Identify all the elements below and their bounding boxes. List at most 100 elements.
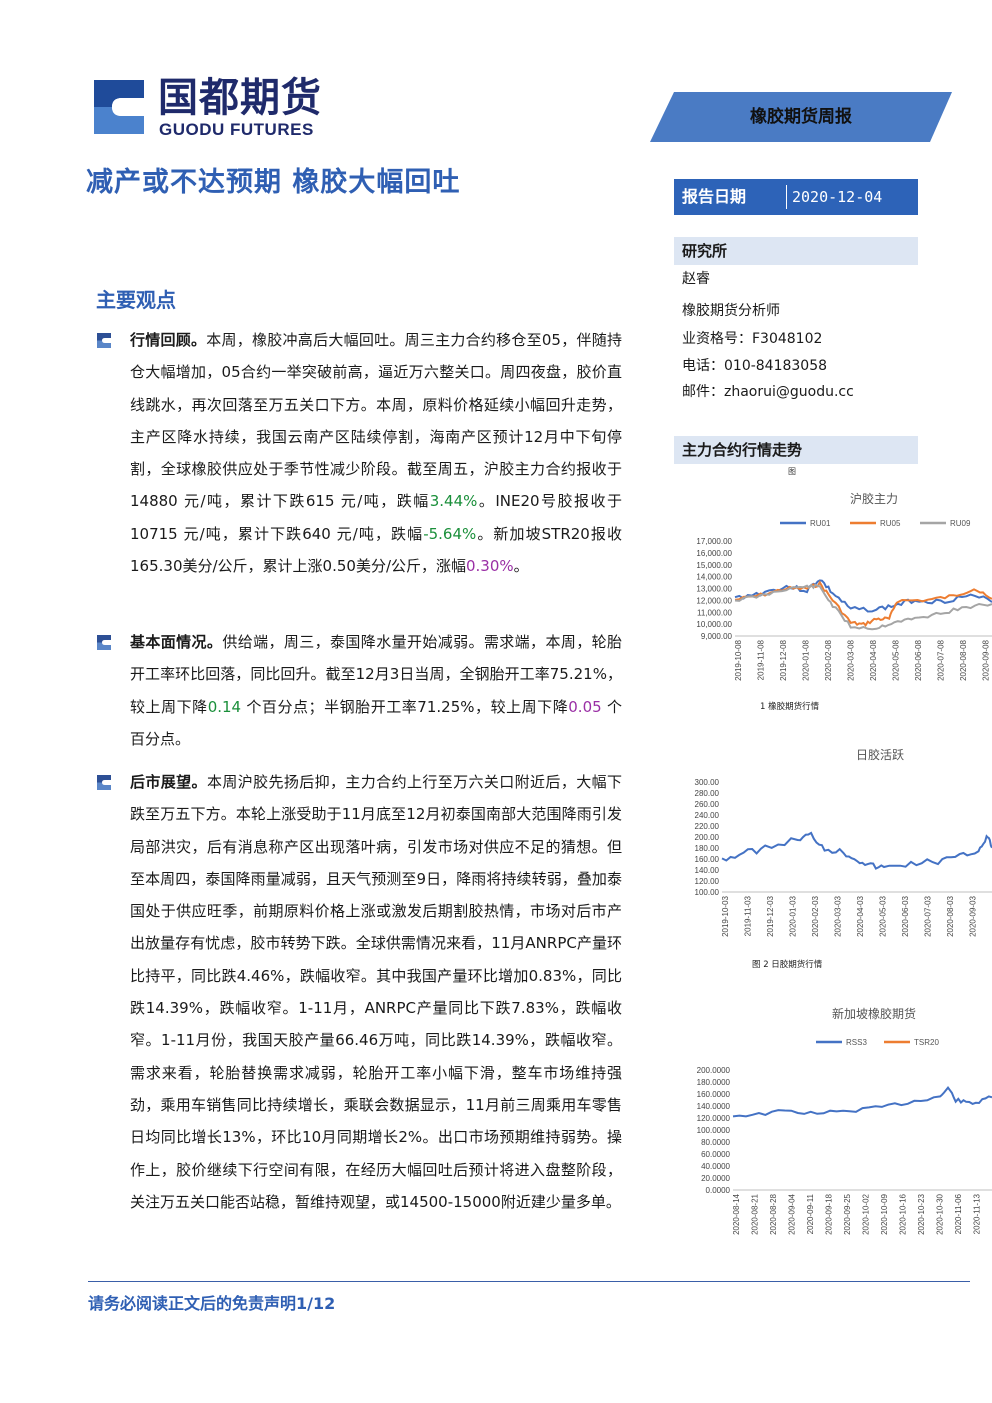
y-tick-label: 100.0000 bbox=[697, 1126, 731, 1135]
x-tick-label: 2020-09-11 bbox=[806, 1193, 815, 1234]
x-tick-label: 2020-02-08 bbox=[824, 639, 833, 680]
paragraph-lead: 基本面情况。 bbox=[130, 633, 223, 651]
analyst-role: 橡胶期货分析师 bbox=[682, 303, 780, 319]
chart-title: 新加坡橡胶期货 bbox=[832, 1007, 917, 1021]
y-tick-label: 15,000.00 bbox=[696, 561, 732, 570]
chart-sgx-rubber: 新加坡橡胶期货 RSS3 TSR20 200.0000 180.0000 160.000… bbox=[680, 998, 992, 1258]
legend-label: TSR20 bbox=[914, 1038, 939, 1047]
x-tick-label: 2020-09-08 bbox=[982, 639, 991, 680]
x-tick-label: 2020-03-08 bbox=[847, 639, 856, 680]
y-tick-label: 10,000.00 bbox=[696, 620, 732, 629]
company-name-cn: 国都期货 bbox=[158, 75, 322, 121]
chart-svg: RSS3 TSR20 200.0000 180.0000 160.0000 140.000… bbox=[697, 1038, 992, 1235]
paragraph-fragment: 个百分点。 bbox=[130, 697, 622, 748]
section-title: 主要观点 bbox=[96, 288, 176, 312]
company-logo: 国都期货 GUODU FUTURES bbox=[88, 76, 338, 140]
y-tick-label: 160.00 bbox=[695, 855, 720, 864]
x-tick-label: 2020-08-28 bbox=[769, 1193, 778, 1234]
chart-section-header: 主力合约行情走势 bbox=[674, 436, 918, 464]
bullet-icon bbox=[97, 333, 111, 348]
chart-caption: 图 2 日胶期货行情 bbox=[752, 960, 823, 970]
chart-svg: RU01 RU05 RU09 17,000.00 16,000.00 15,000.00 1… bbox=[696, 519, 992, 681]
x-tick-label: 2020-01-03 bbox=[789, 895, 798, 936]
legend-label: RSS3 bbox=[846, 1038, 867, 1047]
research-title: 研究所 bbox=[682, 242, 728, 260]
y-tick-label: 100.00 bbox=[695, 888, 720, 897]
x-tick-label: 2020-08-21 bbox=[751, 1193, 760, 1234]
series-line bbox=[732, 1085, 992, 1118]
company-name-en: GUODU FUTURES bbox=[159, 120, 314, 139]
series-line bbox=[721, 831, 992, 870]
x-tick-label: 2020-09-03 bbox=[969, 895, 978, 936]
y-tick-label: 180.00 bbox=[695, 844, 720, 853]
y-tick-label: 40.0000 bbox=[701, 1162, 730, 1171]
legend-label: RU05 bbox=[880, 519, 901, 528]
x-tick-label: 2019-11-03 bbox=[744, 895, 753, 936]
x-tick-label: 2020-10-02 bbox=[862, 1193, 871, 1234]
x-tick-label: 2020-02-03 bbox=[811, 895, 820, 936]
x-tick-label: 2019-12-08 bbox=[779, 639, 788, 680]
y-tick-label: 14,000.00 bbox=[696, 573, 732, 582]
series-line bbox=[734, 580, 992, 627]
y-tick-label: 140.00 bbox=[695, 866, 720, 875]
footer-rule bbox=[88, 1281, 970, 1282]
paragraph-fragment: 。 bbox=[513, 557, 529, 576]
series-line bbox=[734, 583, 992, 631]
y-tick-label: 120.0000 bbox=[697, 1114, 731, 1123]
x-tick-label: 2020-08-14 bbox=[732, 1193, 741, 1234]
paragraph-fragment: 供给端，周三，泰国降水量开始减弱。需求端，本周，轮胎开工率环比回落，同比回升。截… bbox=[130, 633, 622, 716]
x-tick-label: 2020-08-03 bbox=[946, 895, 955, 936]
y-tick-label: 180.0000 bbox=[697, 1078, 731, 1087]
legend-label: RU09 bbox=[950, 519, 971, 528]
x-tick-label: 2020-07-08 bbox=[937, 639, 946, 680]
y-tick-label: 160.0000 bbox=[697, 1090, 731, 1099]
x-tick-label: 2020-09-25 bbox=[843, 1193, 852, 1234]
footer-disclaimer: 请务必阅读正文后的免责声明1/12 bbox=[88, 1294, 336, 1313]
y-tick-label: 17,000.00 bbox=[696, 537, 732, 546]
bullet-icon bbox=[97, 775, 111, 790]
analyst-name: 赵睿 bbox=[682, 271, 710, 287]
y-tick-label: 60.0000 bbox=[701, 1150, 730, 1159]
x-tick-label: 2020-01-08 bbox=[802, 639, 811, 680]
report-type-banner: 橡胶期货周报 bbox=[650, 92, 952, 142]
y-tick-label: 220.00 bbox=[695, 822, 720, 831]
x-tick-label: 2020-07-03 bbox=[924, 895, 933, 936]
x-tick-label: 2020-09-18 bbox=[825, 1193, 834, 1234]
analyst-phone: 电话：010-84183058 bbox=[682, 358, 828, 374]
paragraph-text: 后市展望。本周沪胶先扬后抑，主力合约上行至万六关口附近后，大幅下跌至万五下方。本… bbox=[130, 766, 622, 1218]
paragraph-fragment: 个百分点；半钢胎开工率71.25%，较上周下降 bbox=[241, 697, 569, 716]
paragraph-lead: 后市展望。 bbox=[130, 773, 207, 791]
y-tick-label: 16,000.00 bbox=[696, 549, 732, 558]
x-tick-label: 2020-05-03 bbox=[879, 895, 888, 936]
x-tick-label: 2020-05-08 bbox=[892, 639, 901, 680]
x-tick-label: 2020-10-23 bbox=[917, 1193, 926, 1234]
highlight-value: 0.14 bbox=[207, 697, 242, 716]
y-tick-label: 120.00 bbox=[695, 877, 720, 886]
chart-title: 沪胶主力 bbox=[850, 492, 899, 506]
paragraph-text: 行情回顾。本周，橡胶冲高后大幅回吐。周三主力合约移仓至05，伴随持仓大幅增加，0… bbox=[130, 324, 622, 582]
paragraph-lead: 行情回顾。 bbox=[130, 331, 207, 349]
y-tick-label: 12,000.00 bbox=[696, 596, 732, 605]
y-tick-label: 0.0000 bbox=[706, 1186, 731, 1195]
analyst-email: 邮件：zhaorui@guodu.cc bbox=[682, 384, 854, 400]
report-date-label: 报告日期 bbox=[682, 187, 747, 206]
y-tick-label: 13,000.00 bbox=[696, 585, 732, 594]
chart-shfe-rubber: 沪胶主力 RU01 RU05 RU09 17,000.00 16,000.00 15,00… bbox=[680, 480, 992, 712]
chart-svg: 300.00 280.00 260.00 240.00 220.00 200.00 180.… bbox=[695, 778, 992, 937]
x-tick-label: 2020-09-04 bbox=[788, 1193, 797, 1234]
bullet-icon bbox=[97, 635, 111, 650]
x-tick-label: 2020-04-08 bbox=[869, 639, 878, 680]
paragraph-text: 基本面情况。供给端，周三，泰国降水量开始减弱。需求端，本周，轮胎开工率环比回落，… bbox=[130, 626, 622, 755]
paragraph-fragment: 。INE20号胶报收于10715 元/吨，累计下跌640 元/吨，跌幅 bbox=[130, 492, 622, 543]
highlight-value: 3.44% bbox=[429, 492, 478, 511]
x-tick-label: 2020-10-30 bbox=[936, 1193, 945, 1234]
page-title: 减产或不达预期 橡胶大幅回吐 bbox=[86, 167, 461, 198]
paragraph-fragment: 。新加坡STR20报收165.30美分/公斤，累计上涨0.50美分/公斤，涨幅 bbox=[130, 524, 622, 576]
x-tick-label: 2020-10-16 bbox=[899, 1193, 908, 1234]
chart-section-title: 主力合约行情走势 bbox=[682, 441, 803, 459]
x-tick-label: 2020-06-08 bbox=[914, 639, 923, 680]
small-figure-label: 图 bbox=[788, 467, 796, 476]
research-header: 研究所 bbox=[674, 237, 918, 265]
x-tick-label: 2020-06-03 bbox=[901, 895, 910, 936]
x-tick-label: 2020-04-03 bbox=[856, 895, 865, 936]
